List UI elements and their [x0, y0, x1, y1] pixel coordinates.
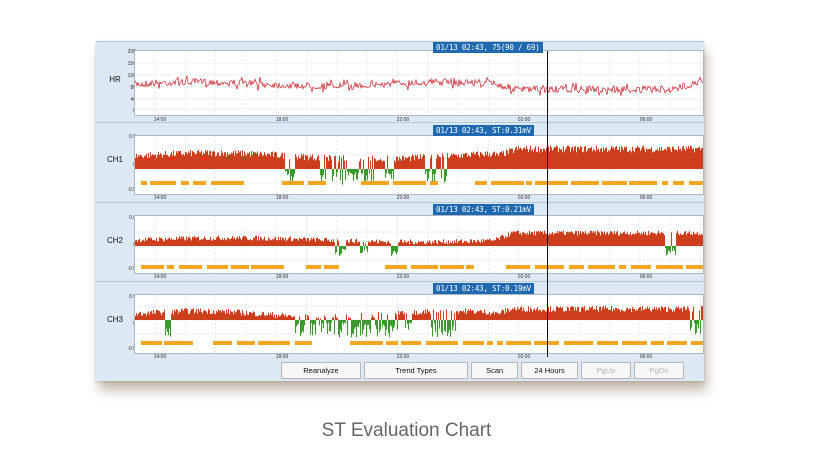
- hr-ytick-80: 80: [122, 86, 136, 91]
- ch3-xtick-2200: 22:00: [396, 354, 410, 360]
- episode-markers: [141, 181, 703, 185]
- st-depression-bars: [285, 169, 448, 185]
- ch2-trend-area[interactable]: [134, 215, 704, 274]
- st-depression-bars: [165, 320, 702, 338]
- ch3-xtick-1400: 14:00: [153, 354, 167, 360]
- ch1-xtick-1400: 14:00: [153, 195, 167, 201]
- hr-ytick-150: 150: [127, 61, 136, 67]
- episode-markers: [141, 265, 703, 269]
- hr-trend-line: [135, 74, 703, 96]
- hr-xtick-1400: 14:00: [153, 117, 167, 123]
- page-up-button[interactable]: PgUp: [581, 362, 631, 379]
- ch3-trend-area[interactable]: [134, 294, 704, 354]
- st-evaluation-window: HR 200 150 100 80 40 0 14:00 18:00 22:00…: [96, 41, 704, 381]
- ch2-xtick-1400: 14:00: [153, 274, 167, 280]
- page-down-button[interactable]: PgDn: [634, 362, 684, 379]
- ch3-label: CH3: [106, 315, 123, 324]
- hr-ytick-200: 200: [127, 49, 136, 55]
- ch1-ytick-pos: 0.5: [129, 134, 136, 140]
- ch2-cursor-readout: 01/13 02:43, ST:0.21mV: [433, 204, 534, 215]
- ch1-panel: CH1 0.5 0 -0.5 14:00 18:00 22:00 02:00 0…: [96, 122, 704, 202]
- ch3-ytick-pos: 0.5: [129, 294, 136, 300]
- trend-types-button[interactable]: Trend Types: [364, 362, 468, 379]
- reanalyze-button[interactable]: Reanalyze: [281, 362, 361, 379]
- ch1-xtick-2200: 22:00: [396, 195, 410, 201]
- episode-markers: [141, 341, 703, 345]
- hr-trend-area[interactable]: [134, 50, 704, 116]
- ch1-xtick-1800: 18:00: [275, 195, 289, 201]
- hr-xtick-0200: 02:00: [517, 117, 531, 123]
- hr-xtick-2200: 22:00: [396, 117, 410, 123]
- hr-label: HR: [109, 75, 121, 84]
- hr-xtick-0600: 06:00: [639, 117, 653, 123]
- ch3-xtick-0200: 02:00: [517, 354, 531, 360]
- hr-ytick-40: 40: [122, 98, 136, 103]
- st-depression-bars: [335, 246, 677, 256]
- hr-cursor-readout: 01/13 02:43, 75(90 / 69): [433, 42, 543, 53]
- ch3-cursor-readout: 01/13 02:43, ST:0.19mV: [433, 283, 534, 294]
- ch3-xtick-0600: 06:00: [639, 354, 653, 360]
- ch1-trend-area[interactable]: [134, 135, 704, 195]
- 24-hours-button[interactable]: 24 Hours: [521, 362, 578, 379]
- ch2-ytick-pos: 0.5: [129, 215, 136, 221]
- st-elevation-bars: [135, 230, 703, 246]
- hr-xtick-1800: 18:00: [275, 117, 289, 123]
- hr-ytick-100: 100: [127, 73, 136, 79]
- ch3-st-trend-graph: [135, 295, 703, 353]
- figure-caption: ST Evaluation Chart: [321, 420, 492, 441]
- ch2-xtick-0600: 06:00: [639, 274, 653, 280]
- ch2-label: CH2: [106, 236, 123, 245]
- ch3-xtick-1800: 18:00: [275, 354, 289, 360]
- ch3-ytick-neg: -0.5: [127, 346, 136, 352]
- ch2-ytick-neg: -0.5: [127, 266, 136, 272]
- ch2-xtick-1800: 18:00: [275, 274, 289, 280]
- ch3-panel: CH3 0.5 0 -0.5 14:00 18:00 22:00 02:00 0…: [96, 281, 704, 362]
- ch1-ytick-neg: -0.5: [127, 187, 136, 193]
- ch1-label: CH1: [106, 155, 123, 164]
- ch1-cursor-readout: 01/13 02:43, ST:0.31mV: [433, 125, 534, 136]
- ch1-xtick-0600: 06:00: [639, 195, 653, 201]
- ch2-xtick-2200: 22:00: [396, 274, 410, 280]
- ch1-xtick-0200: 02:00: [517, 195, 531, 201]
- ch2-st-trend-graph: [135, 216, 703, 273]
- ch2-xtick-0200: 02:00: [517, 274, 531, 280]
- grid-lines: [135, 51, 703, 115]
- ch2-panel: CH2 0.5 0 -0.5 14:00 18:00 22:00 02:00 0…: [96, 202, 704, 281]
- st-elevation-bars: [135, 145, 703, 169]
- time-cursor-line[interactable]: [547, 51, 548, 357]
- hr-trend-graph: [135, 51, 703, 115]
- hr-panel: HR 200 150 100 80 40 0 14:00 18:00 22:00…: [96, 41, 704, 123]
- st-elevation-bars: [135, 306, 703, 320]
- ch1-st-trend-graph: [135, 136, 703, 194]
- scan-button[interactable]: Scan: [471, 362, 518, 379]
